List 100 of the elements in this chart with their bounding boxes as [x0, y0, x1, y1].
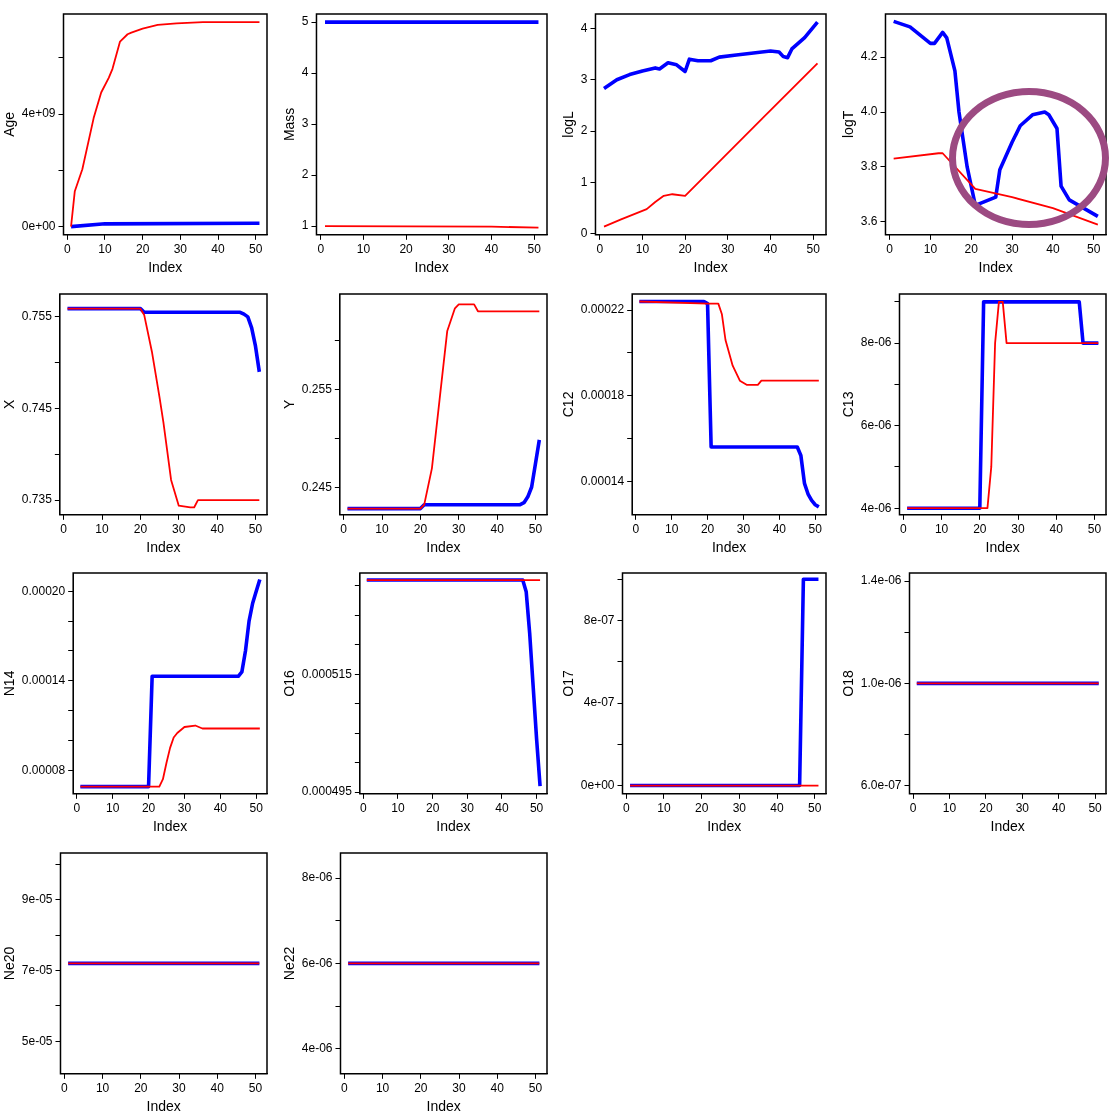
x-tick-label: 40 [210, 1080, 225, 1095]
y-tick-label: 0.00020 [21, 583, 66, 598]
x-tick-label: 30 [732, 801, 747, 816]
x-tick-label: 20 [694, 801, 709, 816]
y-tick-label: 3 [301, 116, 309, 131]
x-tick-label: 50 [527, 242, 541, 257]
y-tick-label: 4e-06 [301, 1040, 333, 1055]
y-tick-label: 0.000495 [301, 784, 352, 799]
x-tick-label: 50 [806, 242, 821, 257]
x-tick-label: 20 [700, 521, 715, 536]
x-tick-label: 10 [95, 1080, 110, 1095]
x-tick-label: 10 [635, 242, 650, 257]
y-axis-title: Age [1, 111, 18, 137]
x-axis-title: Index [414, 259, 449, 276]
y-tick-label: 4e-07 [583, 695, 615, 710]
y-tick-label: 8e-06 [860, 334, 892, 349]
x-tick-label: 40 [213, 801, 228, 816]
y-tick-label: 7e-05 [21, 962, 53, 977]
x-tick-label: 10 [657, 801, 671, 816]
y-axis-title: logT [839, 110, 856, 139]
x-axis-title: Index [435, 818, 471, 835]
y-tick-label: 0 [580, 226, 588, 241]
x-tick-label: 0 [73, 801, 81, 816]
x-axis-title: Index [425, 538, 461, 555]
y-tick-label: 6e-06 [860, 417, 892, 432]
x-tick-label: 40 [489, 521, 504, 536]
y-tick-label: 0e+00 [580, 777, 615, 792]
x-tick-label: 30 [173, 242, 188, 257]
y-axis-title: Ne22 [280, 945, 297, 980]
x-tick-label: 30 [441, 242, 456, 257]
x-tick-label: 20 [135, 242, 150, 257]
x-tick-label: 20 [134, 1080, 148, 1095]
x-tick-label: 30 [451, 1080, 466, 1095]
y-tick-label: 1.4e-06 [860, 573, 902, 588]
y-tick-label: 4.2 [860, 49, 878, 64]
x-tick-label: 10 [375, 1080, 390, 1095]
x-tick-label: 30 [1004, 242, 1019, 257]
x-tick-label: 10 [105, 801, 120, 816]
x-axis-title: Index [152, 818, 188, 835]
x-tick-label: 30 [736, 521, 751, 536]
y-tick-label: 0.00018 [580, 387, 625, 402]
x-tick-label: 0 [632, 521, 640, 536]
y-tick-label: 6.0e-07 [860, 777, 902, 792]
y-axis-title: Ne20 [1, 945, 18, 980]
y-axis-title: X [1, 398, 18, 409]
y-tick-label: 0.755 [21, 308, 53, 323]
y-tick-label: 5 [301, 14, 309, 29]
y-tick-label: 3.8 [860, 159, 878, 174]
y-tick-label: 0.00008 [21, 762, 66, 777]
y-axis-title: Y [280, 398, 297, 409]
x-tick-label: 40 [494, 801, 509, 816]
x-axis-title: Index [426, 1097, 461, 1114]
y-axis-title: O16 [280, 669, 297, 697]
x-tick-label: 40 [1045, 242, 1060, 257]
y-axis-title: O18 [839, 669, 856, 697]
x-tick-label: 20 [141, 801, 156, 816]
x-axis-title: Index [990, 818, 1025, 835]
x-tick-label: 10 [923, 242, 937, 257]
x-tick-label: 10 [390, 801, 405, 816]
x-tick-label: 10 [356, 242, 370, 257]
x-tick-label: 40 [1051, 801, 1066, 816]
x-tick-label: 20 [964, 242, 978, 257]
y-axis-title: C13 [839, 390, 856, 417]
x-tick-label: 40 [1049, 521, 1063, 536]
y-tick-label: 4.0 [860, 104, 878, 119]
x-axis-title: Index [985, 538, 1020, 555]
x-axis-title: Index [148, 259, 183, 276]
x-tick-label: 50 [808, 521, 823, 536]
x-tick-label: 10 [98, 242, 112, 257]
y-tick-label: 1 [301, 218, 309, 233]
y-tick-label: 4 [580, 20, 588, 35]
y-axis-title: logL [560, 110, 577, 138]
x-axis-title: Index [711, 538, 747, 555]
x-tick-label: 40 [211, 242, 225, 257]
x-tick-label: 10 [664, 521, 679, 536]
y-tick-label: 4e-06 [860, 500, 892, 515]
y-tick-label: 2 [580, 123, 588, 138]
y-tick-label: 4e+09 [21, 106, 56, 121]
x-tick-label: 50 [1087, 801, 1102, 816]
x-tick-label: 30 [1010, 521, 1025, 536]
y-axis-title: N14 [1, 670, 18, 697]
y-tick-label: 2 [301, 167, 309, 182]
x-tick-label: 30 [460, 801, 474, 816]
x-tick-label: 0 [909, 801, 917, 816]
y-tick-label: 8e-07 [583, 612, 615, 627]
y-tick-label: 1 [580, 174, 588, 189]
x-tick-label: 30 [1015, 801, 1029, 816]
x-tick-label: 30 [172, 521, 186, 536]
x-tick-label: 40 [770, 801, 784, 816]
y-tick-label: 3.6 [860, 214, 878, 229]
y-tick-label: 0.745 [21, 400, 53, 415]
y-tick-label: 0e+00 [21, 218, 56, 233]
x-tick-label: 50 [248, 521, 263, 536]
x-tick-label: 10 [934, 521, 949, 536]
y-tick-label: 0.000515 [301, 666, 352, 681]
x-axis-title: Index [707, 818, 742, 835]
x-tick-label: 30 [172, 1080, 187, 1095]
x-tick-label: 30 [451, 521, 466, 536]
x-tick-label: 50 [1087, 521, 1102, 536]
y-tick-label: 0.00022 [580, 301, 625, 316]
